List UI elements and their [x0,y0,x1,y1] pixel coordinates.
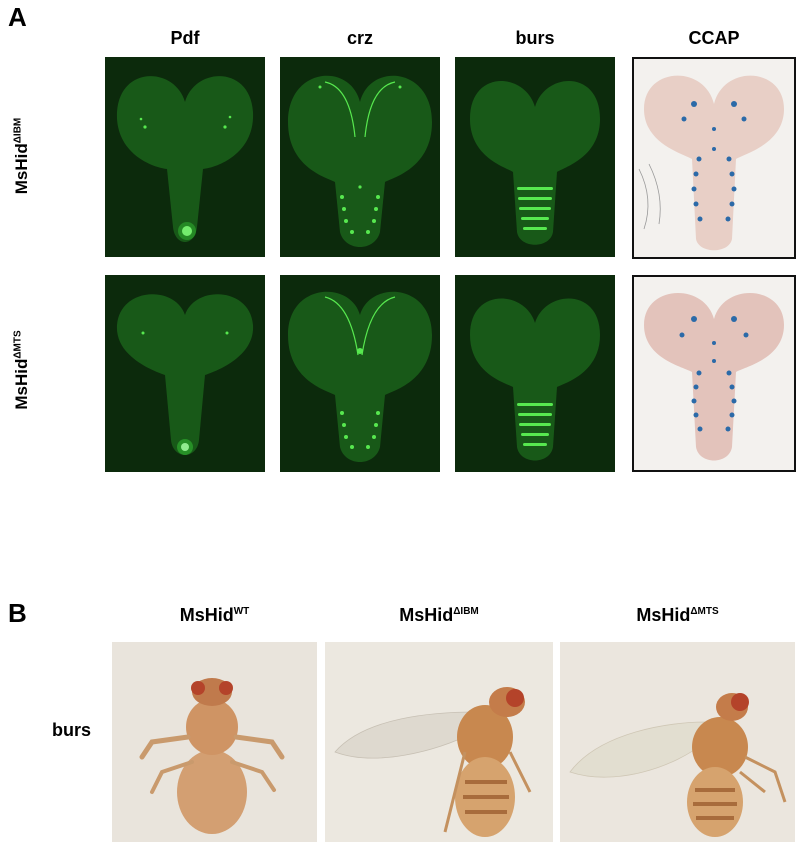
column-label-burs: burs [515,28,555,48]
panel-a-label: A [8,2,27,32]
image-ccap-delta-mts [632,275,796,472]
image-burs-delta-mts [455,275,615,472]
label-sup: ΔIBM [453,606,479,617]
label-base: MsHid [399,605,454,625]
image-crz-delta-ibm [280,57,440,257]
row-label-base: MsHid [12,358,31,410]
column-label-ccap: CCAP [688,28,740,48]
row-label-base: MsHid [12,143,31,195]
column-label-delta-ibm: MsHidΔIBM [325,605,553,626]
column-label-pdf: Pdf [170,28,200,48]
image-burs-delta-ibm [455,57,615,257]
label-sup: ΔMTS [690,606,719,617]
photo-fly-delta-mts [560,642,795,842]
row-label-msHid-delta-ibm: MsHidΔIBM [12,96,32,216]
column-label-delta-mts: MsHidΔMTS [560,605,795,626]
label-base: MsHid [636,605,691,625]
label-base: MsHid [179,605,234,625]
column-label-wt: MsHidWT [112,605,317,626]
photo-fly-wt [112,642,317,842]
panel-b-label: B [8,598,27,628]
image-ccap-delta-ibm [632,57,796,259]
image-pdf-delta-mts [105,275,265,472]
row-label-sup: ΔMTS [12,330,24,359]
image-crz-delta-mts [280,275,440,472]
label-sup: WT [233,606,250,617]
photo-fly-delta-ibm [325,642,553,842]
row-label-msHid-delta-mts: MsHidΔMTS [12,310,32,430]
image-pdf-delta-ibm [105,57,265,257]
row-label-burs: burs [52,720,92,740]
row-label-sup: ΔIBM [12,117,24,144]
column-label-crz: crz [346,28,373,48]
